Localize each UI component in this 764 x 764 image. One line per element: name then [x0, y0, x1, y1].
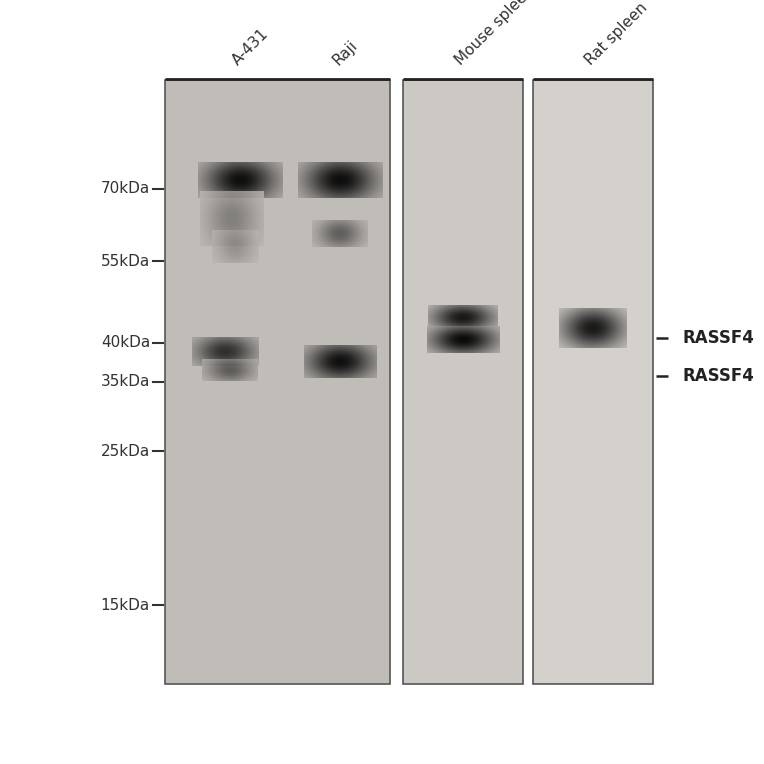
Bar — [533, 80, 653, 684]
Text: 15kDa: 15kDa — [101, 598, 150, 613]
Text: 70kDa: 70kDa — [101, 181, 150, 196]
Text: Rat spleen: Rat spleen — [582, 0, 650, 68]
Text: 35kDa: 35kDa — [101, 374, 150, 390]
Text: 55kDa: 55kDa — [101, 254, 150, 269]
Text: Mouse spleen: Mouse spleen — [452, 0, 537, 68]
Text: 40kDa: 40kDa — [101, 335, 150, 350]
Text: RASSF4: RASSF4 — [683, 367, 755, 385]
Text: RASSF4: RASSF4 — [683, 329, 755, 347]
Text: 25kDa: 25kDa — [101, 444, 150, 459]
Bar — [165, 80, 390, 684]
Bar — [403, 80, 523, 684]
Text: Raji: Raji — [329, 37, 360, 68]
Text: A-431: A-431 — [229, 26, 271, 68]
